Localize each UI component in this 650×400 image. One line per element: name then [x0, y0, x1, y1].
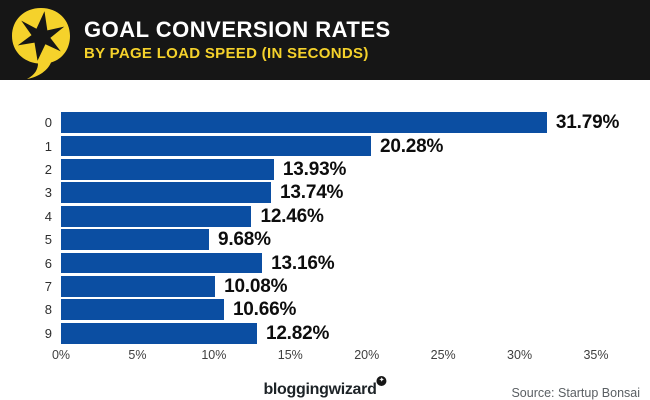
value-label: 12.82% — [265, 322, 330, 344]
value-label: 31.79% — [555, 112, 620, 134]
bar — [61, 205, 252, 227]
value-label: 20.28% — [379, 135, 444, 157]
table-row: 3 13.74% — [0, 181, 650, 204]
value-label: 10.08% — [224, 275, 288, 297]
category-label: 9 — [44, 325, 52, 341]
bar — [61, 112, 547, 134]
bar — [61, 276, 216, 297]
brand-wordmark: bloggingwizard✦ — [263, 375, 387, 399]
category-label: 2 — [44, 161, 52, 177]
bar-area: 9.68% — [61, 228, 650, 251]
table-row: 9 12.82% — [0, 322, 650, 345]
footer: bloggingwizard✦ Source: Startup Bonsai — [0, 366, 650, 400]
x-tick-label: 15% — [277, 347, 303, 362]
value-label: 13.93% — [282, 158, 347, 180]
bar-chart: 0 31.79% 1 20.28% 2 13.93% 3 13.74% 4 12.46% 5 9.68… — [0, 80, 650, 366]
category-label: 6 — [44, 255, 52, 271]
value-label: 13.16% — [271, 252, 335, 274]
bar-area: 12.82% — [61, 322, 650, 345]
table-row: 0 31.79% — [0, 111, 650, 134]
bar-area: 13.16% — [61, 251, 650, 274]
bar-rows: 0 31.79% 1 20.28% 2 13.93% 3 13.74% 4 12.46% 5 9.68… — [0, 111, 650, 345]
brand-logo — [10, 6, 72, 80]
category-label: 1 — [44, 138, 52, 154]
page-subtitle: BY PAGE LOAD SPEED (IN SECONDS) — [84, 44, 369, 62]
bar — [61, 229, 209, 251]
bar-area: 20.28% — [61, 134, 650, 157]
table-row: 5 9.68% — [0, 228, 650, 251]
value-label: 13.74% — [280, 182, 344, 204]
value-label: 9.68% — [217, 229, 271, 251]
table-row: 8 10.66% — [0, 298, 650, 321]
value-label: 10.66% — [232, 299, 297, 321]
star-speech-bubble-icon — [12, 8, 70, 79]
brand-text: bloggingwizard — [263, 380, 377, 398]
x-tick-label: 35% — [583, 347, 609, 362]
category-label: 4 — [44, 208, 52, 224]
table-row: 1 20.28% — [0, 134, 650, 157]
table-row: 2 13.93% — [0, 158, 650, 181]
bar-area: 31.79% — [61, 111, 650, 134]
category-label: 0 — [44, 115, 52, 131]
x-tick-label: 0% — [51, 347, 71, 362]
bar — [61, 159, 274, 180]
x-tick-label: 25% — [430, 347, 456, 362]
bar — [61, 135, 371, 157]
value-label: 12.46% — [260, 205, 324, 227]
table-row: 7 10.08% — [0, 275, 650, 298]
x-tick-label: 5% — [128, 347, 147, 362]
header-titles: GOAL CONVERSION RATES BY PAGE LOAD SPEED… — [84, 16, 391, 63]
bar — [61, 182, 272, 204]
bar-area: 12.46% — [61, 205, 650, 228]
bar — [61, 322, 257, 344]
bar — [61, 299, 224, 321]
category-label: 5 — [44, 232, 52, 248]
x-tick-label: 30% — [507, 347, 533, 362]
page-title: GOAL CONVERSION RATES — [84, 16, 391, 42]
table-row: 4 12.46% — [0, 205, 650, 228]
x-tick-label: 10% — [201, 347, 227, 362]
bar — [61, 252, 263, 274]
category-label: 7 — [44, 278, 52, 294]
x-tick-label: 20% — [354, 347, 380, 362]
header-banner: GOAL CONVERSION RATES BY PAGE LOAD SPEED… — [0, 0, 650, 80]
x-axis: 0% 5% 10% 15% 20% 25% 30% 35% — [0, 348, 650, 366]
bar-area: 10.66% — [61, 298, 650, 321]
table-row: 6 13.16% — [0, 251, 650, 274]
bar-area: 13.74% — [61, 181, 650, 204]
bar-area: 13.93% — [61, 158, 650, 181]
sparkle-circle-icon: ✦ — [376, 375, 387, 386]
source-attribution: Source: Startup Bonsai — [511, 385, 640, 400]
category-label: 8 — [44, 302, 52, 318]
bar-area: 10.08% — [61, 275, 650, 298]
category-label: 3 — [44, 185, 52, 201]
